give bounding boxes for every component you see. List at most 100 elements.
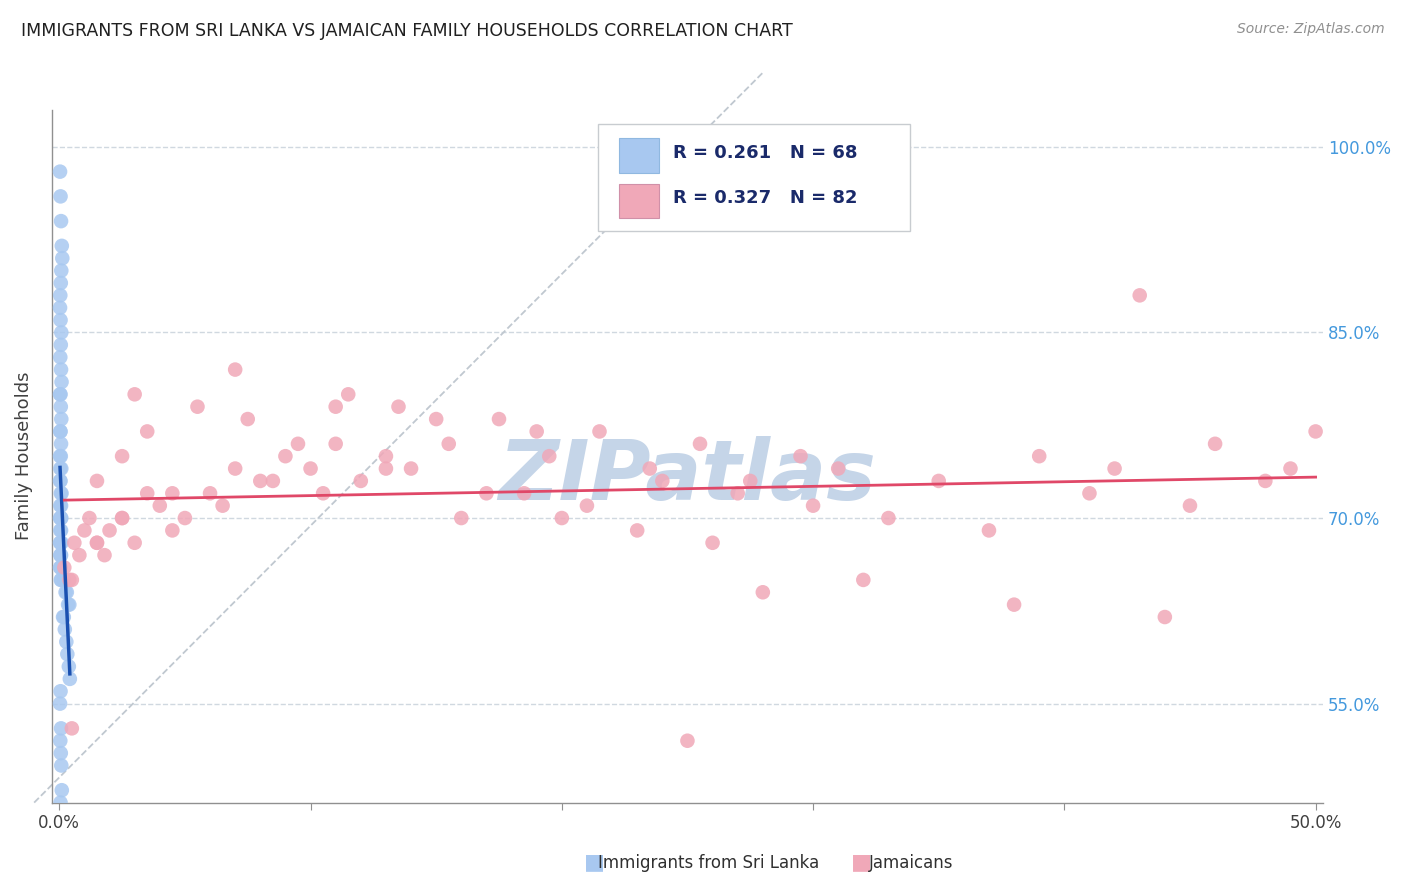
Point: [1204, 437, 1226, 451]
Point: [79, 511, 101, 525]
Point: [49, 449, 72, 463]
Point: [111, 511, 134, 525]
Point: [928, 474, 950, 488]
Point: [53, 623, 76, 637]
Point: [1129, 288, 1152, 302]
Point: [51, 783, 73, 797]
Point: [49, 486, 72, 500]
Text: Source: ZipAtlas.com: Source: ZipAtlas.com: [1237, 22, 1385, 37]
Text: ZIPatlas: ZIPatlas: [499, 436, 876, 517]
Point: [1028, 449, 1050, 463]
Point: [49, 276, 72, 290]
Point: [262, 474, 284, 488]
Point: [49, 400, 72, 414]
Point: [49, 697, 72, 711]
Point: [676, 733, 699, 747]
Point: [211, 499, 233, 513]
Point: [124, 387, 146, 401]
Point: [162, 524, 184, 538]
Point: [49, 425, 72, 439]
Point: [51, 252, 73, 266]
Point: [162, 486, 184, 500]
Point: [1104, 461, 1126, 475]
Point: [60, 722, 83, 736]
Point: [977, 524, 1000, 538]
Point: [374, 461, 396, 475]
Point: [63, 536, 86, 550]
FancyBboxPatch shape: [599, 124, 910, 231]
Point: [49, 437, 72, 451]
Point: [702, 536, 724, 550]
Point: [49, 189, 72, 203]
Point: [51, 239, 73, 253]
Point: [49, 288, 72, 302]
Point: [49, 684, 72, 698]
Text: ■: ■: [583, 853, 605, 872]
Text: R = 0.261   N = 68: R = 0.261 N = 68: [673, 145, 858, 162]
Point: [111, 449, 134, 463]
Point: [49, 536, 72, 550]
Text: Immigrants from Sri Lanka: Immigrants from Sri Lanka: [598, 855, 818, 872]
Point: [801, 499, 824, 513]
Point: [312, 486, 335, 500]
Point: [49, 313, 72, 327]
Point: [86, 536, 108, 550]
Point: [136, 486, 159, 500]
Point: [49, 387, 72, 401]
Point: [740, 474, 762, 488]
Point: [49, 511, 72, 525]
Point: [49, 746, 72, 760]
Point: [49, 499, 72, 513]
Point: [51, 375, 73, 389]
Point: [475, 486, 498, 500]
Point: [49, 214, 72, 228]
Point: [287, 437, 309, 451]
Point: [49, 387, 72, 401]
Point: [526, 425, 548, 439]
Point: [86, 474, 108, 488]
Point: [49, 536, 72, 550]
Point: [60, 573, 83, 587]
Point: [49, 499, 72, 513]
Point: [49, 511, 72, 525]
Point: [437, 437, 460, 451]
Point: [86, 536, 108, 550]
Point: [575, 499, 598, 513]
Point: [689, 437, 711, 451]
Point: [752, 585, 775, 599]
Point: [55, 585, 77, 599]
Point: [877, 511, 900, 525]
Point: [513, 486, 536, 500]
Point: [49, 449, 72, 463]
Point: [49, 301, 72, 315]
Point: [727, 486, 749, 500]
Point: [49, 796, 72, 810]
Point: [49, 474, 72, 488]
Point: [49, 722, 72, 736]
Point: [49, 362, 72, 376]
Point: [58, 573, 80, 587]
Point: [52, 610, 75, 624]
Text: ■: ■: [851, 853, 872, 872]
Point: [51, 511, 73, 525]
Point: [551, 511, 574, 525]
Point: [67, 548, 90, 562]
Point: [149, 499, 172, 513]
Point: [124, 536, 146, 550]
Point: [186, 400, 208, 414]
Point: [174, 511, 197, 525]
Point: [1305, 425, 1327, 439]
Point: [51, 461, 73, 475]
Text: IMMIGRANTS FROM SRI LANKA VS JAMAICAN FAMILY HOUSEHOLDS CORRELATION CHART: IMMIGRANTS FROM SRI LANKA VS JAMAICAN FA…: [21, 22, 793, 40]
Point: [55, 634, 77, 648]
Point: [224, 362, 246, 376]
Point: [49, 524, 72, 538]
Point: [51, 536, 73, 550]
Point: [98, 524, 121, 538]
Point: [274, 449, 297, 463]
Point: [49, 560, 72, 574]
Point: [51, 263, 73, 277]
Point: [651, 474, 673, 488]
Point: [1279, 461, 1302, 475]
Point: [350, 474, 373, 488]
